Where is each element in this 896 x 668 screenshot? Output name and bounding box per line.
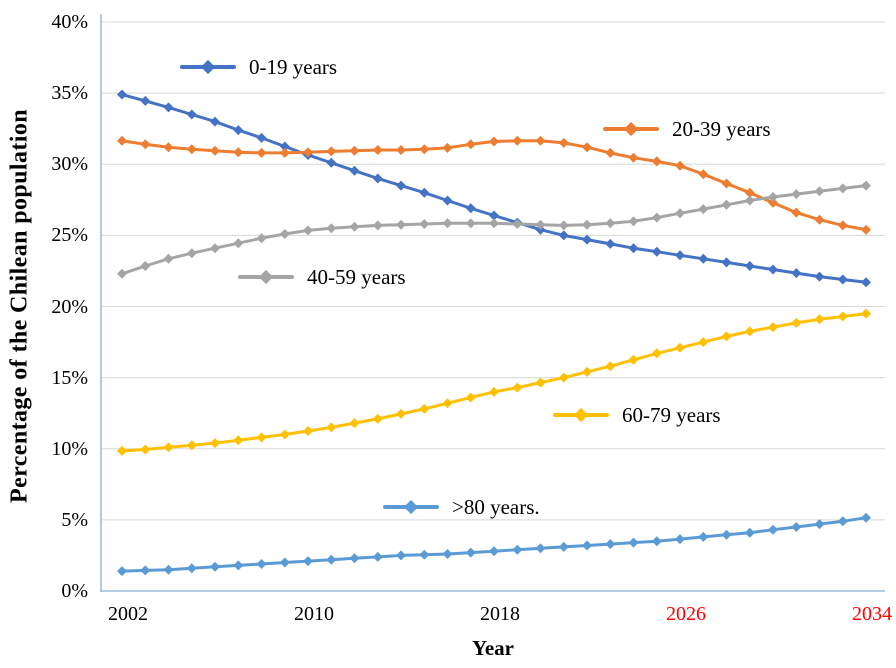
y-tick-label-30%: 30%	[51, 153, 88, 176]
legend-item-0-19-years: 0-19 years	[180, 52, 337, 82]
x-axis-tick-labels: 2002 2010 2018 2026 2034	[0, 603, 896, 631]
series-line-3	[121, 312, 867, 453]
series-line-4	[121, 516, 867, 573]
legend-label-60-79-years: 60-79 years	[622, 402, 721, 427]
x-tick-label-2010: 2010	[294, 603, 334, 625]
y-tick-label-15%: 15%	[51, 366, 88, 389]
y-tick-label-0%: 0%	[61, 580, 88, 602]
series-line-2	[121, 184, 867, 276]
y-tick-label-25%: 25%	[51, 224, 88, 247]
series-markers-3	[117, 308, 871, 456]
x-tick-label-2034: 2034	[852, 603, 892, 625]
series-markers-4	[117, 512, 871, 577]
legend-item-20-39-years: 20-39 years	[603, 114, 771, 144]
series-markers-2	[117, 180, 871, 279]
y-tick-label-20%: 20%	[51, 295, 88, 318]
legend-label-20-39-years: 20-39 years	[672, 116, 771, 141]
legend-line-marker-icon	[603, 121, 659, 137]
x-tick-label-2002: 2002	[108, 603, 148, 625]
legend-label-40-59-years: 40-59 years	[307, 264, 406, 289]
x-tick-label-2018: 2018	[480, 603, 520, 625]
legend-line-marker-icon	[383, 499, 439, 515]
legend-line-marker-icon	[238, 269, 294, 285]
y-tick-label-5%: 5%	[61, 508, 88, 531]
legend-label-0-19-years: 0-19 years	[249, 54, 338, 79]
y-tick-label-40%: 40%	[51, 11, 88, 33]
legend-label-over-80-years: >80 years.	[452, 494, 540, 519]
legend-line-marker-icon	[553, 407, 609, 423]
series-markers-1	[117, 135, 871, 235]
legend-item-60-79-years: 60-79 years	[553, 400, 721, 430]
x-axis-title: Year	[472, 636, 514, 660]
legend-item-over-80-years: >80 years.	[383, 492, 540, 522]
legend-line-marker-icon	[180, 59, 236, 75]
legend-item-40-59-years: 40-59 years	[238, 262, 406, 292]
x-tick-label-2026: 2026	[666, 603, 706, 625]
y-tick-label-35%: 35%	[51, 82, 88, 105]
y-tick-label-10%: 10%	[51, 437, 88, 460]
